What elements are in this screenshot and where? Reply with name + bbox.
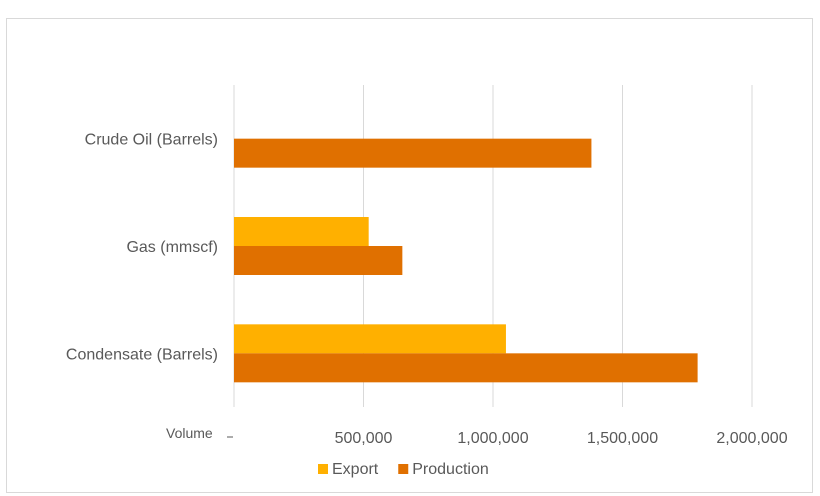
bar-production-0 <box>234 138 592 168</box>
x-tick-label: 1,500,000 <box>587 430 658 447</box>
x-axis-title: Volume <box>166 425 213 441</box>
chart-frame <box>6 18 813 493</box>
legend-swatch-export <box>318 464 328 474</box>
category-label: Condensate (Barrels) <box>66 346 218 363</box>
category-label: Crude Oil (Barrels) <box>85 132 218 149</box>
bar-production-2 <box>234 353 698 383</box>
x-axis-ticks: 500,000 1,000,000 1,500,000 2,000,000 <box>227 430 788 447</box>
category-labels: Crude Oil (Barrels) Gas (mmscf) Condensate… <box>66 132 218 364</box>
bar-export-2 <box>234 324 506 354</box>
x-tick-label: 2,000,000 <box>716 430 787 447</box>
category-label: Gas (mmscf) <box>126 239 218 256</box>
legend: Export Production <box>318 461 489 478</box>
x-tick-label: 500,000 <box>335 430 393 447</box>
legend-label-production: Production <box>412 461 489 478</box>
bar-export-1 <box>234 217 369 246</box>
legend-swatch-production <box>398 464 409 474</box>
legend-label-export: Export <box>332 461 379 478</box>
bars <box>234 138 698 383</box>
x-tick-label: 1,000,000 <box>457 430 528 447</box>
bar-production-1 <box>234 246 403 275</box>
